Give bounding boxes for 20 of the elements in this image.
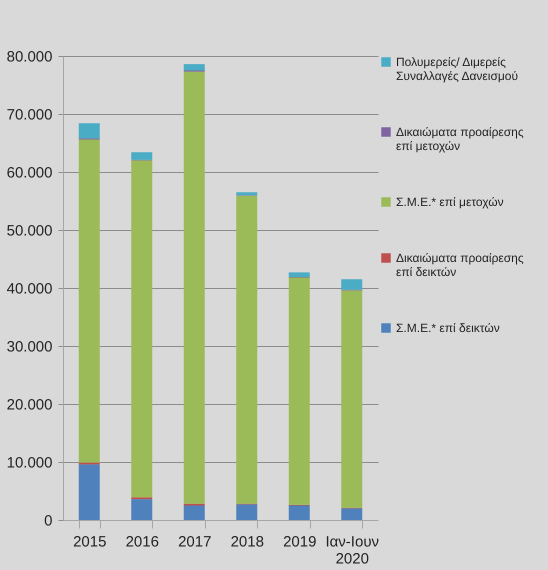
y-tick-label: 40.000 [6, 280, 52, 298]
legend-label: Σ.Μ.Ε.* επί δεικτών [396, 321, 500, 335]
x-tick-label: 2019 [283, 534, 316, 550]
y-tick-label: 70.000 [6, 106, 52, 124]
x-tick-label: 2017 [178, 534, 212, 550]
legend-label: Δικαιώματα προαίρεσης επί δεικτών [396, 251, 524, 279]
y-tick-label: 50.000 [6, 222, 52, 240]
y-tick-label: 0 [44, 512, 52, 530]
legend-label: Πολυμερείς/ Διμερείς Συναλλαγές Δανεισμού [396, 55, 518, 83]
y-tick-label: 20.000 [6, 396, 52, 414]
x-tick-label: Ιαν-Ιουν 2020 [325, 534, 380, 568]
x-tick-label: 2016 [126, 534, 159, 550]
y-tick-label: 30.000 [6, 338, 52, 356]
x-tick-label: 2018 [230, 534, 264, 550]
x-tick-label: 2015 [73, 534, 106, 550]
legend-label: Σ.Μ.Ε.* επί μετοχών [396, 195, 504, 209]
y-tick-label: 10.000 [6, 454, 52, 472]
y-tick-label: 80.000 [6, 48, 52, 66]
legend-label: Δικαιώματα προαίρεσης επί μετοχών [396, 125, 524, 153]
y-tick-label: 60.000 [6, 164, 52, 182]
